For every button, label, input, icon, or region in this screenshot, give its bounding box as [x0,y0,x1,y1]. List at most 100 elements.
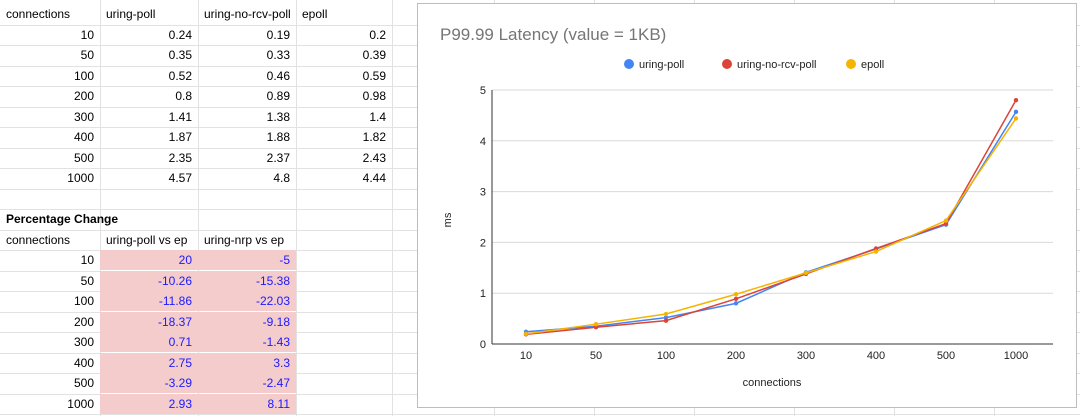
table1-data-cell[interactable]: 0.2 [369,28,386,42]
percentage-cell[interactable]: 2.93 [100,394,198,414]
percentage-cell[interactable]: 2.75 [100,353,198,373]
percentage-cell[interactable]: -2.47 [198,373,296,393]
legend-label-uring-no-rcv-poll: uring-no-rcv-poll [737,59,816,71]
table1-data-cell[interactable]: 1.4 [369,110,386,124]
table1-data-cell[interactable]: 1.82 [362,130,386,144]
percentage-cell[interactable]: -15.38 [198,271,296,291]
table1-data-cell[interactable]: 4.44 [362,171,386,185]
table2-connections-cell[interactable]: 10 [80,253,94,267]
table1-data-cell[interactable]: 200 [73,89,94,103]
table1-data-cell[interactable]: 1000 [67,171,94,185]
legend-marker-uring-poll [624,59,634,69]
percentage-cell[interactable]: -5 [198,250,296,270]
table1-data-cell[interactable]: 0.19 [266,28,290,42]
y-tick-label: 3 [480,187,486,199]
table1-data-cell[interactable]: 0.89 [266,89,290,103]
legend-label-uring-poll: uring-poll [639,59,684,71]
percentage-cell[interactable]: 20 [100,250,198,270]
percentage-cell[interactable]: 0.71 [100,332,198,352]
y-tick-label: 2 [480,237,486,249]
table1-data-cell[interactable]: 0.39 [362,48,386,62]
grid-row-line [0,414,1080,415]
table1-data-cell[interactable]: 400 [73,130,94,144]
table2-connections-cell[interactable]: 300 [73,335,94,349]
x-axis-label: connections [743,377,802,389]
data-point-uring-no-rcv-poll [733,296,739,301]
latency-chart[interactable]: P99.99 Latency (value = 1KB) uring-poll ur… [417,3,1077,408]
table2-header-cell[interactable]: uring-poll vs ep [106,233,188,247]
table1-data-cell[interactable]: 1.38 [266,110,290,124]
table1-data-cell[interactable]: 1.87 [168,130,192,144]
data-point-epoll [663,311,669,317]
data-point-epoll [803,270,809,276]
table1-data-cell[interactable]: 0.35 [168,48,192,62]
table1-data-cell[interactable]: 0.33 [266,48,290,62]
table1-data-cell[interactable]: 0.46 [266,69,290,83]
table1-header-cell[interactable]: uring-poll [106,7,156,21]
table2-header-cell[interactable]: uring-nrp vs ep [204,233,285,247]
percentage-cell[interactable]: -18.37 [100,312,198,332]
grid-column-line [198,0,199,416]
table1-data-cell[interactable]: 50 [80,48,94,62]
percentage-cell[interactable]: -11.86 [100,291,198,311]
x-tick-label: 50 [590,350,602,362]
table1-data-cell[interactable]: 2.37 [266,151,290,165]
percentage-cell[interactable]: 8.11 [198,394,296,414]
table1-data-cell[interactable]: 0.24 [168,28,192,42]
series-line-uring-no-rcv-poll [525,99,1017,336]
legend-label-epoll: epoll [861,59,884,71]
x-tick-label: 300 [797,350,815,362]
data-point-epoll [593,321,599,327]
table2-header-cell[interactable]: connections [6,233,71,247]
table1-data-cell[interactable]: 1.41 [168,110,192,124]
table1-data-cell[interactable]: 2.43 [362,151,386,165]
table2-connections-cell[interactable]: 500 [73,376,94,390]
table2-connections-cell[interactable]: 400 [73,356,94,370]
y-tick-label: 4 [480,136,486,148]
data-point-uring-no-rcv-poll [593,325,599,330]
data-point-uring-no-rcv-poll [1013,97,1019,103]
table1-data-cell[interactable]: 4.57 [168,171,192,185]
table1-data-cell[interactable]: 0.98 [362,89,386,103]
data-point-epoll [733,292,739,297]
data-point-uring-poll [663,315,669,320]
table1-header-cell[interactable]: uring-no-rcv-poll [204,7,291,21]
data-point-epoll [873,249,879,254]
percentage-cell[interactable]: -10.26 [100,271,198,291]
table1-data-cell[interactable]: 300 [73,110,94,124]
y-tick-label: 1 [480,288,486,300]
percentage-change-title[interactable]: Percentage Change [6,212,119,226]
y-axis-label: ms [442,212,454,227]
table2-connections-cell[interactable]: 200 [73,315,94,329]
table1-data-cell[interactable]: 500 [73,151,94,165]
percentage-cell[interactable]: -9.18 [198,312,296,332]
table2-connections-cell[interactable]: 50 [80,274,94,288]
percentage-cell[interactable]: -1.43 [198,332,296,352]
table1-data-cell[interactable]: 0.8 [175,89,192,103]
percentage-cell[interactable]: 3.3 [198,353,296,373]
table1-data-cell[interactable]: 2.35 [168,151,192,165]
table1-data-cell[interactable]: 100 [73,69,94,83]
table1-header-cell[interactable]: connections [6,7,71,21]
data-point-uring-no-rcv-poll [663,318,669,323]
table1-data-cell[interactable]: 0.52 [168,69,192,83]
table2-connections-cell[interactable]: 1000 [67,397,94,411]
x-tick-label: 10 [520,350,532,362]
data-point-epoll [943,218,949,223]
grid-column-line [296,0,297,416]
x-tick-label: 200 [727,350,745,362]
table1-header-cell[interactable]: epoll [302,7,328,21]
grid-column-line [392,0,393,416]
x-tick-label: 1000 [1004,350,1028,362]
x-tick-label: 500 [937,350,955,362]
percentage-cell[interactable]: -3.29 [100,373,198,393]
series-line-uring-poll [525,111,1017,333]
percentage-cell[interactable]: -22.03 [198,291,296,311]
table1-data-cell[interactable]: 4.8 [273,171,290,185]
table1-data-cell[interactable]: 1.88 [266,130,290,144]
data-point-epoll [1013,116,1019,121]
data-point-uring-no-rcv-poll [873,246,879,251]
table2-connections-cell[interactable]: 100 [73,294,94,308]
table1-data-cell[interactable]: 10 [80,28,94,42]
table1-data-cell[interactable]: 0.59 [362,69,386,83]
